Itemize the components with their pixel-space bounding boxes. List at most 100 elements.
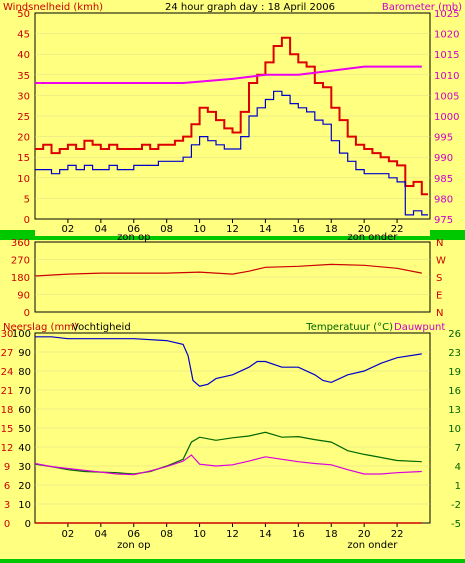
humidity-tick-label: 100	[12, 329, 31, 340]
temperature-tick-label: 10	[448, 424, 461, 435]
sun-annotation: zon op	[117, 232, 150, 243]
temperature-tick-label: 7	[455, 443, 461, 454]
barometer-tick-label: 995	[434, 133, 453, 144]
x-tick-label: 08	[160, 529, 173, 540]
x-tick-label: 18	[325, 224, 338, 235]
barometer-tick-label: 1000	[434, 112, 459, 123]
x-tick-label: 22	[391, 529, 404, 540]
barometer-tick-label: 975	[434, 215, 453, 226]
barometer-tick-label: 1020	[434, 30, 459, 41]
humidity-tick-label: 0	[25, 519, 31, 530]
chart-title: 24 hour graph day : 18 April 2006	[165, 2, 335, 13]
bottom-panel	[0, 319, 465, 559]
temperature-tick-label: 16	[448, 386, 461, 397]
temperature-tick-label: 4	[455, 462, 461, 473]
wind-tick-label: 30	[17, 91, 30, 102]
direction-tick-label: 180	[11, 273, 30, 284]
rain-tick-label: 18	[1, 405, 14, 416]
compass-tick-label: S	[436, 273, 442, 284]
barometer-tick-label: 1025	[434, 9, 459, 20]
x-tick-label: 06	[127, 224, 140, 235]
barometer-tick-label: 1005	[434, 91, 459, 102]
humidity-tick-label: 20	[18, 481, 31, 492]
x-tick-label: 12	[226, 529, 239, 540]
barometer-tick-label: 990	[434, 153, 453, 164]
wind-direction-line	[34, 263, 422, 277]
barometer-tick-label: 1015	[434, 50, 459, 61]
temperature-tick-label: 26	[448, 329, 461, 340]
x-tick-label: 10	[193, 529, 206, 540]
wind-tick-label: 0	[24, 215, 30, 226]
x-tick-label: 08	[160, 224, 173, 235]
compass-tick-label: E	[436, 291, 442, 302]
rain-tick-label: 21	[1, 386, 14, 397]
wind-tick-label: 20	[17, 133, 30, 144]
rain-tick-label: 9	[4, 462, 10, 473]
wind-tick-label: 25	[17, 112, 30, 123]
temperature-tick-label: 1	[455, 481, 461, 492]
x-tick-label: 02	[62, 224, 75, 235]
humidity-tick-label: 90	[18, 348, 31, 359]
humidity-tick-label: 60	[18, 405, 31, 416]
x-tick-label: 18	[325, 529, 338, 540]
temperature-tick-label: 23	[448, 348, 461, 359]
humidity-tick-label: 40	[18, 443, 31, 454]
direction-tick-label: 360	[11, 238, 30, 249]
wind-tick-label: 35	[17, 71, 30, 82]
rain-axis-title: Neerslag (mm)	[3, 322, 78, 333]
barometer-axis-title: Barometer (mb)	[382, 2, 462, 13]
direction-tick-label: 0	[24, 308, 30, 319]
humidity-tick-label: 70	[18, 386, 31, 397]
wind-tick-label: 5	[24, 194, 30, 205]
x-tick-label: 02	[62, 529, 75, 540]
direction-tick-label: 270	[11, 256, 30, 267]
chart-marks: 0510152025303540455097598098599099510001…	[1, 9, 461, 551]
rain-tick-label: 15	[1, 424, 14, 435]
x-tick-label: 04	[94, 224, 107, 235]
wind-tick-label: 50	[17, 9, 30, 20]
x-tick-label: 14	[259, 529, 272, 540]
rain-tick-label: 3	[4, 500, 10, 511]
direction-tick-label: 90	[17, 291, 30, 302]
barometer-tick-label: 980	[434, 194, 453, 205]
x-tick-label: 12	[226, 224, 239, 235]
compass-tick-label: N	[436, 238, 443, 249]
x-tick-label: 16	[292, 224, 305, 235]
rain-tick-label: 30	[1, 329, 14, 340]
x-tick-label: 16	[292, 529, 305, 540]
rain-tick-label: 24	[1, 367, 14, 378]
x-tick-label: 10	[193, 224, 206, 235]
barometer-line	[35, 65, 422, 84]
humidity-tick-label: 30	[18, 462, 31, 473]
wind-tick-label: 15	[17, 153, 30, 164]
x-tick-label: 20	[358, 224, 371, 235]
rain-tick-label: 0	[4, 519, 10, 530]
humidity-tick-label: 80	[18, 367, 31, 378]
rain-tick-label: 27	[1, 348, 14, 359]
dewpoint-axis-title: Dauwpunt	[394, 322, 445, 333]
dewpoint-line	[34, 454, 422, 476]
wind-speed-line	[35, 90, 428, 216]
temperature-tick-label: -2	[451, 500, 461, 511]
rain-tick-label: 6	[4, 481, 10, 492]
wind-tick-label: 10	[17, 174, 30, 185]
compass-tick-label: W	[436, 256, 446, 267]
sun-annotation: zon onder	[347, 232, 398, 243]
wind-tick-label: 40	[17, 50, 30, 61]
x-tick-label: 14	[259, 224, 272, 235]
rain-tick-label: 12	[1, 443, 14, 454]
x-tick-label: 20	[358, 529, 371, 540]
compass-tick-label: N	[436, 308, 443, 319]
barometer-tick-label: 985	[434, 174, 453, 185]
wind-gust-line	[35, 36, 428, 196]
humidity-axis-title: Vochtigheid	[72, 322, 131, 333]
temperature-axis-title: Temperatuur (°C)	[305, 322, 393, 333]
humidity-tick-label: 10	[18, 500, 31, 511]
sun-annotation: zon onder	[347, 540, 398, 551]
wind-axis-title: Windsnelheid (kmh)	[3, 2, 103, 13]
x-tick-label: 22	[391, 224, 404, 235]
temperature-tick-label: -5	[451, 519, 461, 530]
middle-panel	[0, 240, 465, 320]
